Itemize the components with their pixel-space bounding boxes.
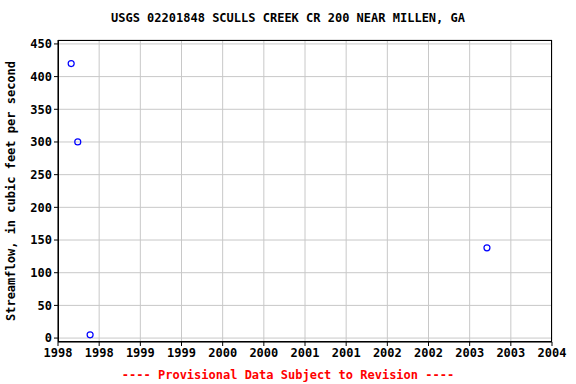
svg-text:2002: 2002 xyxy=(414,346,443,360)
svg-text:2003: 2003 xyxy=(496,346,525,360)
html-text:---- Provisional Data Subject: ---- Provisional Data Subject to Revisio… xyxy=(121,368,455,382)
svg-text:0: 0 xyxy=(45,331,52,345)
svg-text:2001: 2001 xyxy=(332,346,361,360)
svg-text:100: 100 xyxy=(30,266,52,280)
html-text:Streamflow, in cubic feet per: Streamflow, in cubic feet per second xyxy=(4,61,18,321)
svg-text:2000: 2000 xyxy=(249,346,278,360)
svg-text:2002: 2002 xyxy=(373,346,402,360)
svg-text:50: 50 xyxy=(38,299,52,313)
svg-text:2001: 2001 xyxy=(291,346,320,360)
svg-text:450: 450 xyxy=(30,37,52,51)
svg-text:300: 300 xyxy=(30,135,52,149)
svg-text:1999: 1999 xyxy=(126,346,155,360)
svg-text:1998: 1998 xyxy=(85,346,114,360)
svg-text:2003: 2003 xyxy=(455,346,484,360)
svg-text:350: 350 xyxy=(30,103,52,117)
svg-text:150: 150 xyxy=(30,233,52,247)
svg-text:2004: 2004 xyxy=(538,346,567,360)
html-text:USGS 02201848 SCULLS CREEK CR: USGS 02201848 SCULLS CREEK CR 200 NEAR M… xyxy=(111,11,465,25)
svg-text:2000: 2000 xyxy=(208,346,237,360)
svg-text:250: 250 xyxy=(30,168,52,182)
svg-text:1998: 1998 xyxy=(44,346,73,360)
svg-text:1999: 1999 xyxy=(167,346,196,360)
svg-text:200: 200 xyxy=(30,201,52,215)
svg-text:400: 400 xyxy=(30,70,52,84)
